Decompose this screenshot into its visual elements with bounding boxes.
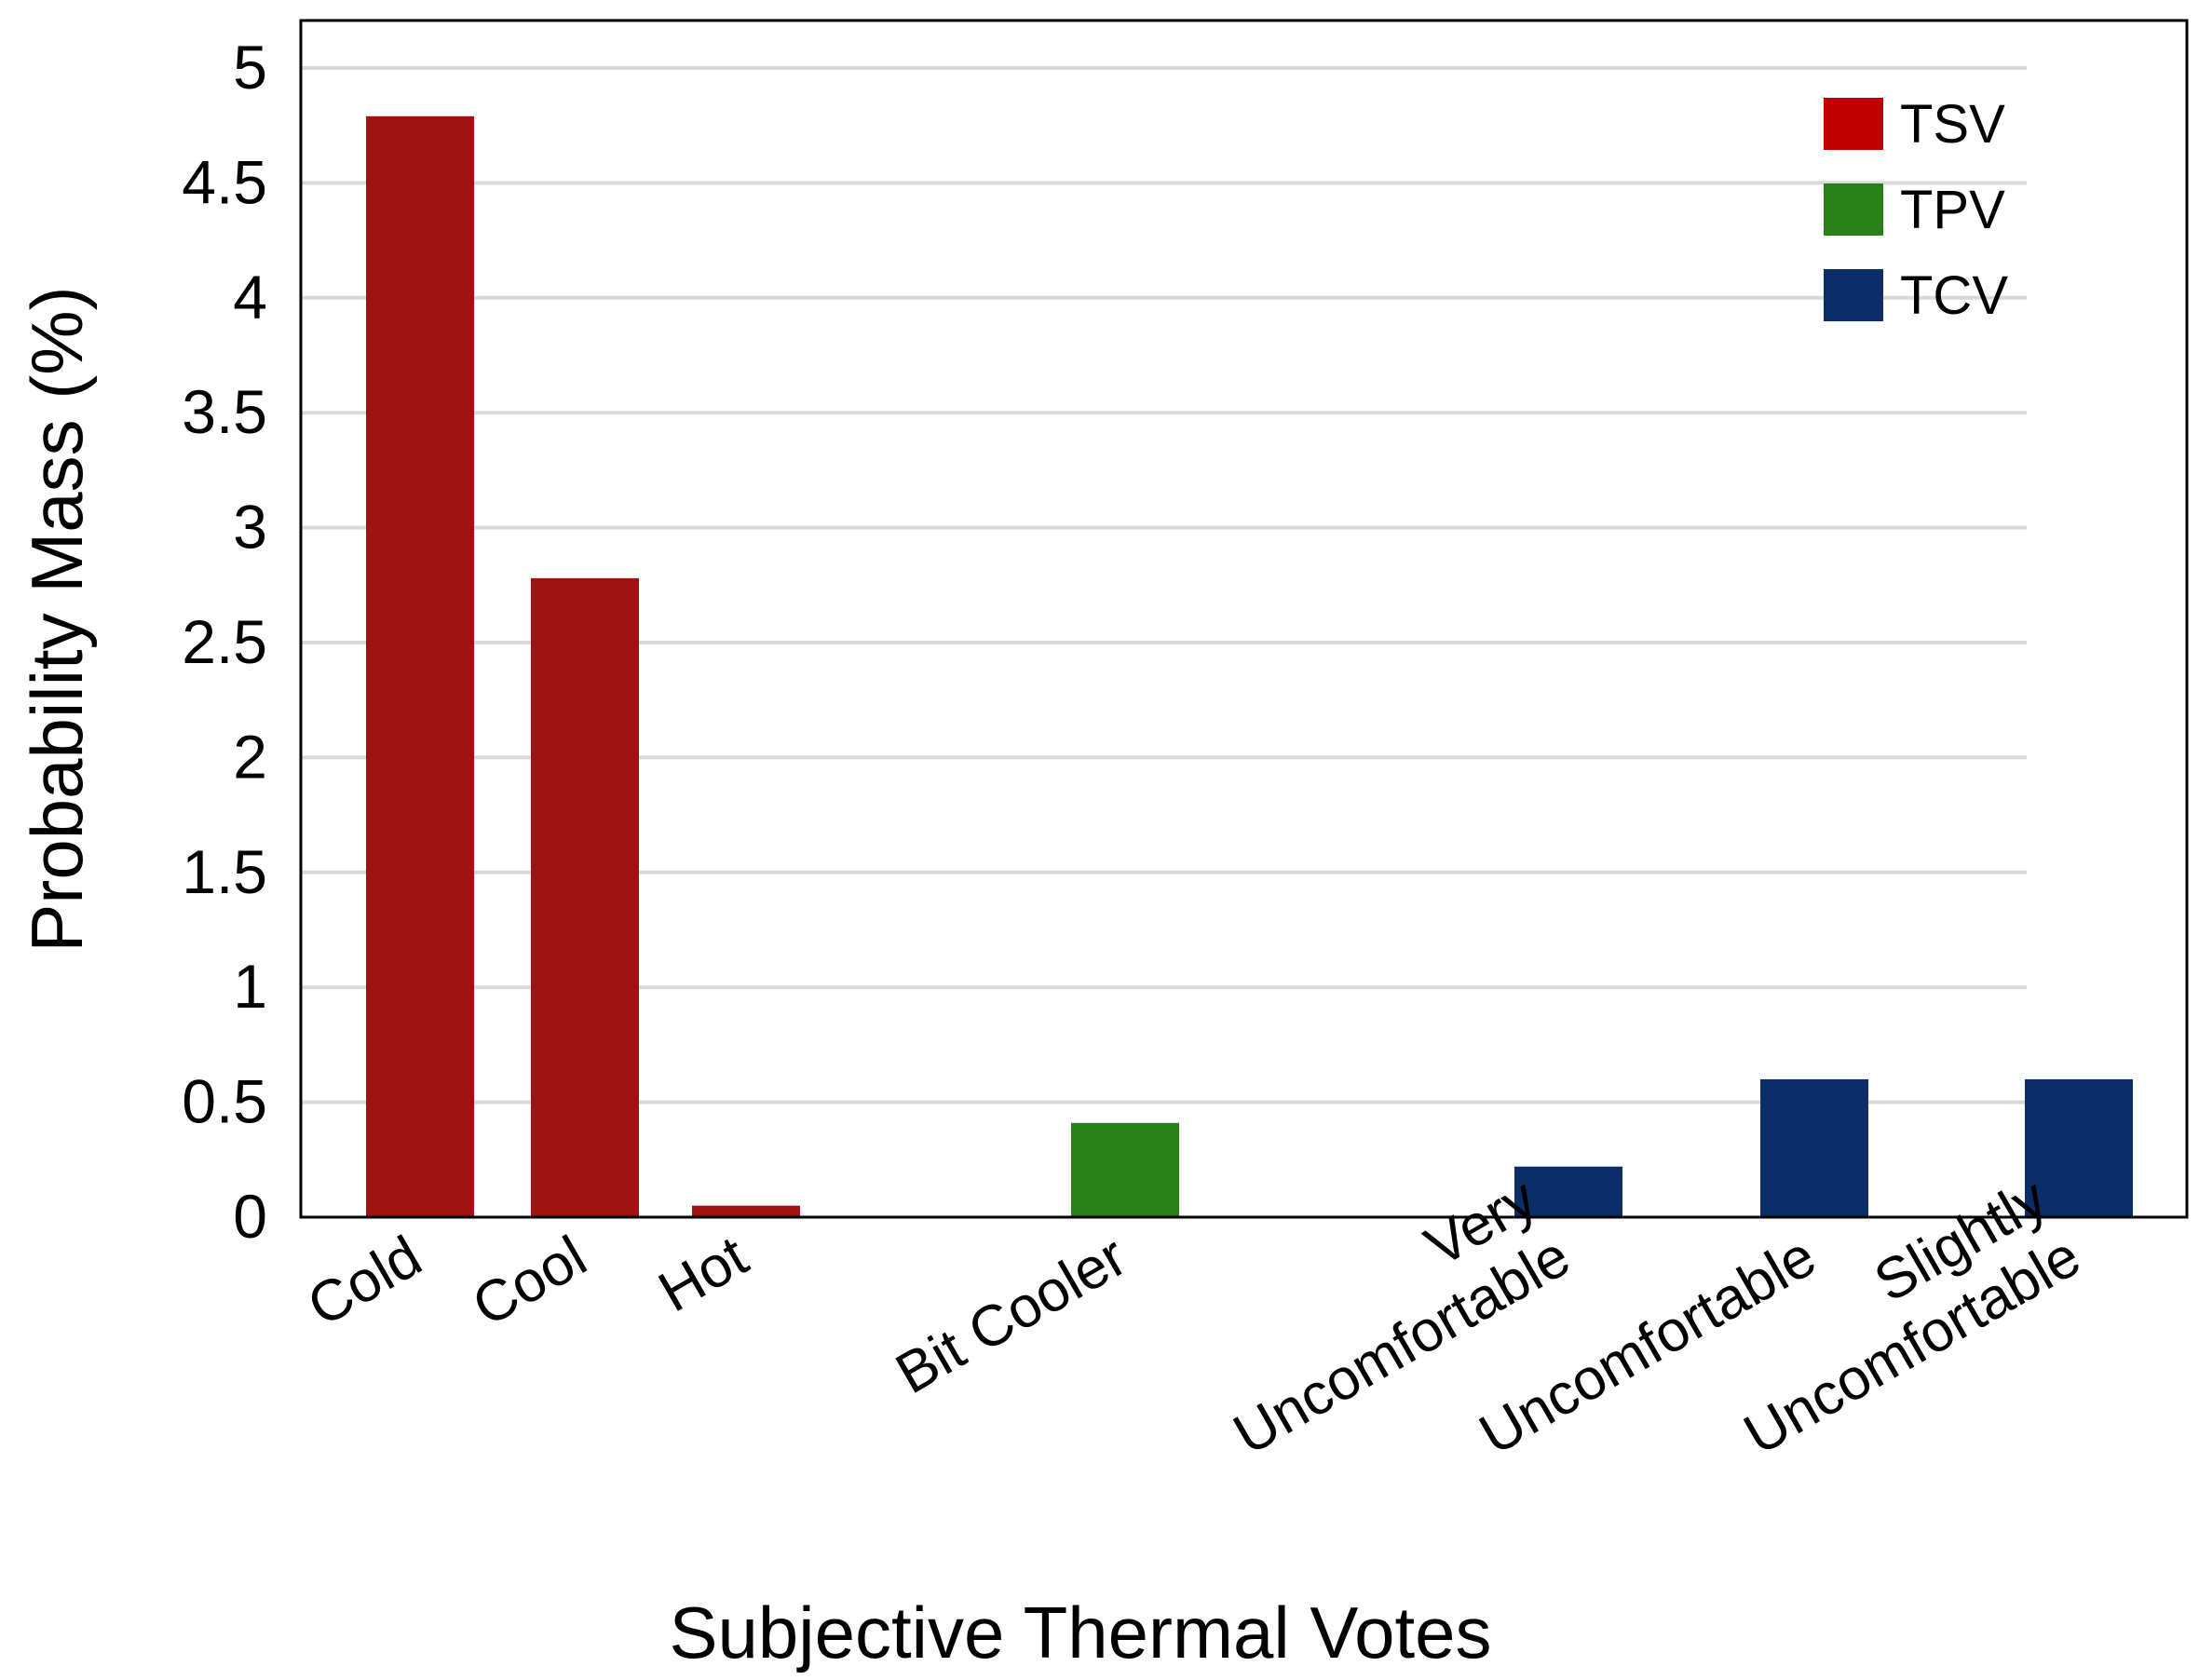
y-axis-title: Probability Mass (%)	[16, 286, 98, 952]
x-category-label-line: Hot	[648, 1224, 758, 1324]
x-category-label: Cold	[297, 1224, 432, 1339]
bar-tcv	[1514, 1166, 1622, 1217]
legend-label-tpv: TPV	[1900, 180, 2005, 240]
legend-label-tsv: TSV	[1900, 94, 2005, 155]
x-axis-title: Subjective Thermal Votes	[669, 1592, 1491, 1673]
bar-tsv	[531, 577, 639, 1217]
legend-label-tcv: TCV	[1900, 265, 2008, 326]
legend: TSV TPV TCV	[1824, 94, 2008, 326]
bar-tcv	[2025, 1078, 2133, 1217]
y-tick-label: 0.5	[182, 1067, 267, 1136]
legend-swatch-tsv	[1824, 98, 1883, 150]
x-category-label-line: Cool	[462, 1224, 597, 1339]
y-tick-label: 2.5	[182, 607, 267, 676]
y-tick-label: 0	[233, 1182, 267, 1251]
legend-swatch-tcv	[1824, 269, 1883, 321]
x-category-label: Bit Cooler	[886, 1224, 1137, 1406]
plot-frame	[299, 19, 2189, 1219]
y-tick-label: 5	[233, 33, 267, 102]
legend-swatch-tpv	[1824, 183, 1883, 236]
x-category-label-line: Cold	[297, 1224, 432, 1339]
y-tick-label: 1	[233, 952, 267, 1021]
y-tick-label: 3	[233, 493, 267, 562]
y-tick-label: 3.5	[182, 377, 267, 446]
bars	[366, 115, 2133, 1217]
y-tick-label: 4.5	[182, 147, 267, 216]
bar-tcv	[1760, 1078, 1868, 1217]
y-axis-ticks: 0 0.5 1 1.5 2 2.5 3 3.5 4 4.5 5	[182, 33, 267, 1251]
x-category-label-line: Bit Cooler	[886, 1224, 1137, 1406]
y-tick-label: 2	[233, 722, 267, 791]
bar-tsv	[366, 115, 474, 1217]
x-category-label: Hot	[648, 1224, 758, 1324]
y-tick-label: 4	[233, 263, 267, 332]
y-tick-label: 1.5	[182, 837, 267, 906]
x-category-label: Cool	[462, 1224, 597, 1339]
bar-tsv	[692, 1205, 800, 1217]
bar-tpv	[1071, 1122, 1179, 1217]
